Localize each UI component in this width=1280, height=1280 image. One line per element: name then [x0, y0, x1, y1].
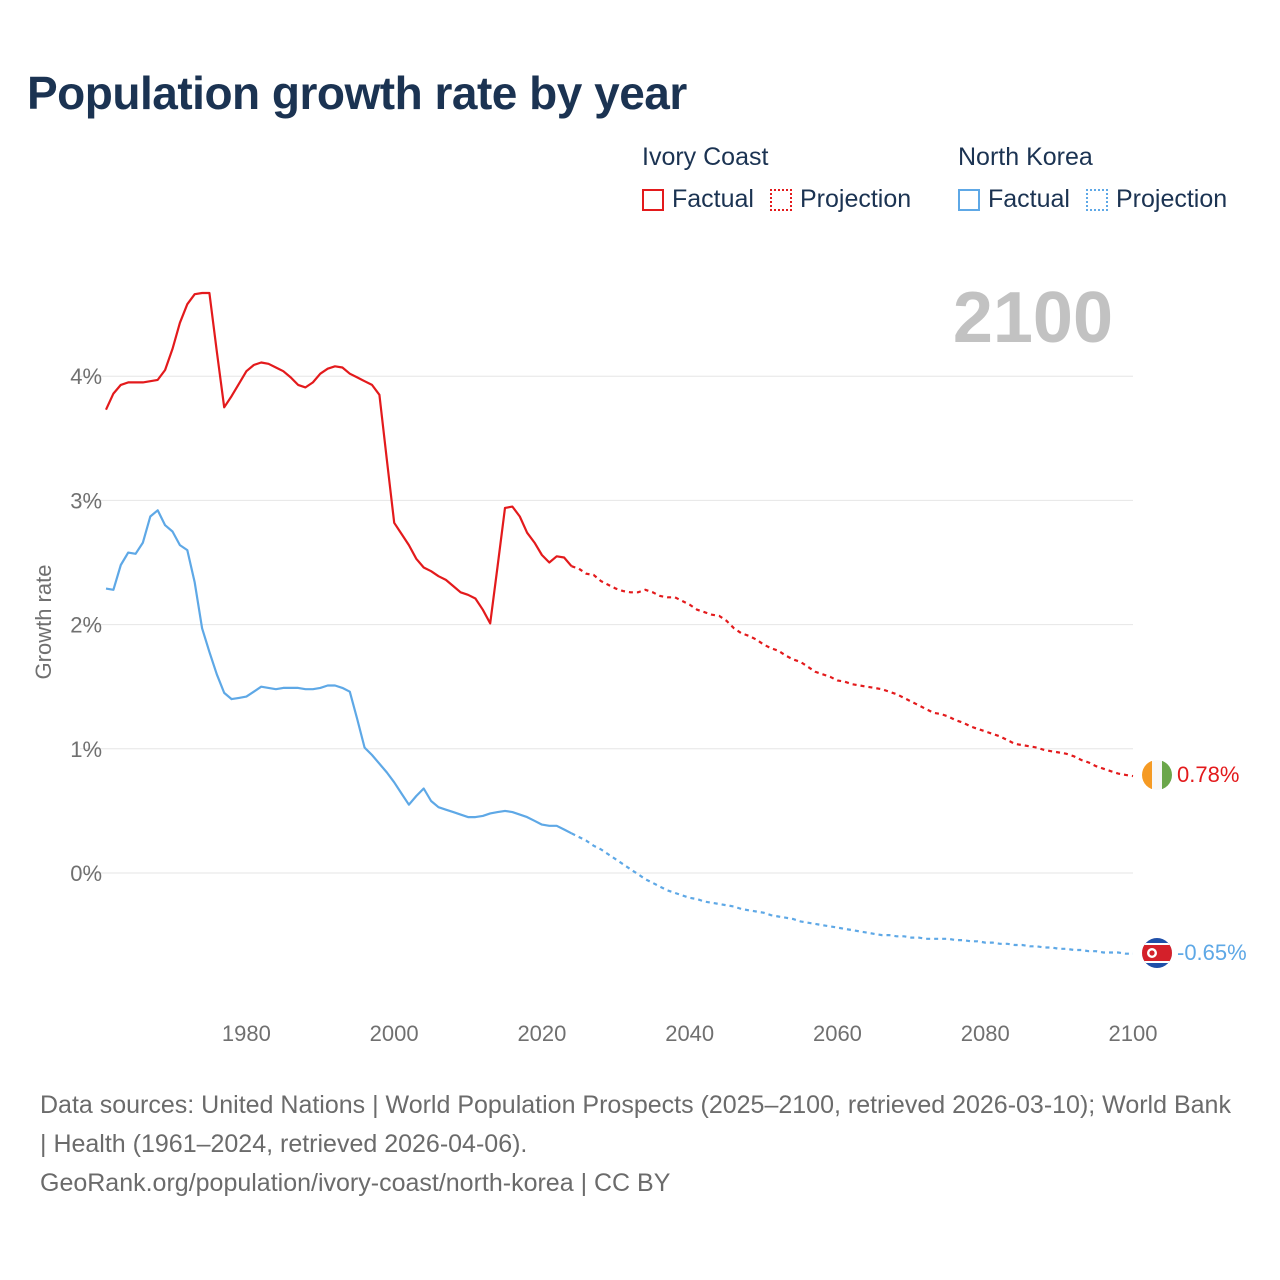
legend-item-projection[interactable]: Projection — [1085, 185, 1228, 214]
projection-swatch-icon — [1085, 188, 1108, 211]
y-axis-title: Growth rate — [31, 565, 56, 680]
legend-label: Projection — [1115, 185, 1228, 213]
x-tick-label: 2000 — [370, 1021, 419, 1046]
projection-swatch-icon — [769, 188, 792, 211]
line-chart: 0% 1% 2% 3% 4% 1980 2000 2020 2040 2060 2080 2100 2… — [31, 278, 1247, 1046]
end-label-ivory-coast: 0.78% — [1177, 762, 1239, 787]
x-tick-label: 1980 — [222, 1021, 271, 1046]
series-line-north-korea-projection — [571, 832, 1133, 955]
factual-swatch-icon — [958, 188, 980, 211]
series-line-north-korea-factual — [105, 509, 573, 835]
y-tick-label: 2% — [70, 613, 102, 638]
legend-ivory-coast: Ivory Coast Factual Projection — [642, 143, 911, 214]
end-label-north-korea: -0.65% — [1177, 940, 1247, 965]
footer: Data sources: United Nations | World Pop… — [40, 1086, 1240, 1203]
x-tick-label: 2020 — [517, 1021, 566, 1046]
north-korea-flag-icon — [1142, 938, 1172, 968]
legend-group-name: North Korea — [958, 143, 1093, 171]
y-tick-label: 0% — [70, 861, 102, 886]
legend-item-projection[interactable]: Projection — [769, 185, 912, 214]
data-sources: Data sources: United Nations | World Pop… — [40, 1091, 1231, 1158]
source-link[interactable]: GeoRank.org/population/ivory-coast/north… — [40, 1169, 671, 1197]
chart-title: Population growth rate by year — [27, 67, 687, 119]
legend-label: Projection — [799, 185, 912, 213]
x-tick-label: 2040 — [665, 1021, 714, 1046]
series-line-ivory-coast-factual — [105, 291, 573, 625]
y-tick-label: 4% — [70, 364, 102, 389]
series-line-ivory-coast-projection — [571, 565, 1134, 778]
y-tick-label: 1% — [70, 737, 102, 762]
legend-group-name: Ivory Coast — [642, 143, 769, 171]
legend-item-factual[interactable]: Factual — [958, 185, 1070, 214]
y-tick-label: 3% — [70, 488, 102, 513]
legend-item-factual[interactable]: Factual — [642, 185, 754, 214]
legend-north-korea: North Korea Factual Projection — [958, 143, 1227, 214]
legend-label: Factual — [672, 185, 754, 213]
x-tick-label: 2100 — [1109, 1021, 1158, 1046]
year-label: 2100 — [953, 278, 1113, 358]
ivory-coast-flag-icon — [1142, 760, 1172, 790]
x-tick-label: 2080 — [961, 1021, 1010, 1046]
x-tick-label: 2060 — [813, 1021, 862, 1046]
factual-swatch-icon — [642, 188, 664, 211]
legend-label: Factual — [988, 185, 1070, 213]
